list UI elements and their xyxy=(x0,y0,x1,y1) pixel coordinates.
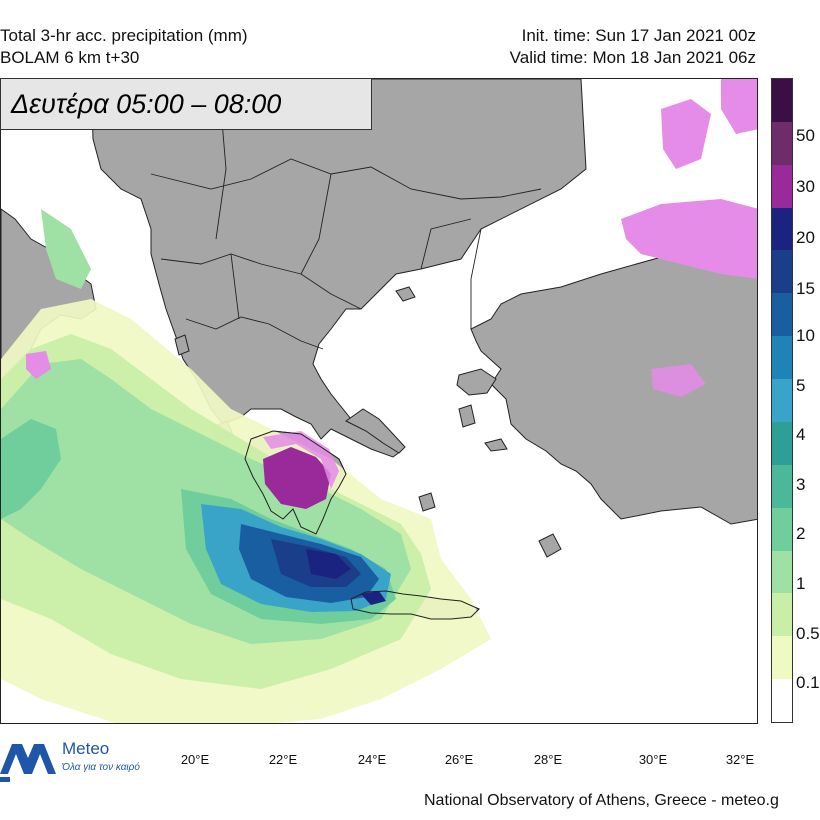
precip-pink-north xyxy=(661,99,711,169)
precipitation-field xyxy=(1,79,757,723)
balkans-land xyxy=(90,79,587,458)
credit-line: National Observatory of Athens, Greece -… xyxy=(424,792,779,809)
colorbar-label: 5 xyxy=(796,376,806,395)
border-line xyxy=(185,316,324,350)
colorbar xyxy=(771,78,793,723)
colorbar-segment xyxy=(772,121,792,166)
precip-peloponnese-pink xyxy=(263,431,339,489)
lesvos-land xyxy=(456,368,497,396)
x-tick-label: 24°E xyxy=(357,752,387,767)
thasos-land xyxy=(395,286,416,302)
samos-land xyxy=(484,438,508,452)
x-tick-label: 30°E xyxy=(638,752,668,767)
coastline-overlay xyxy=(244,430,480,620)
colorbar-segment xyxy=(772,464,792,509)
colorbar-label: 0.1 xyxy=(796,673,820,692)
precip-pink-anatolia xyxy=(651,364,706,397)
model-label: BOLAM 6 km t+30 xyxy=(0,48,140,67)
border-line xyxy=(300,173,332,275)
corfu-land xyxy=(174,334,190,356)
border-line xyxy=(420,218,472,270)
rhodes-land xyxy=(538,533,562,558)
brand-name: Meteo xyxy=(62,739,110,758)
valid-time: Valid time: Mon 18 Jan 2021 06z xyxy=(509,48,756,67)
colorbar-label: 4 xyxy=(796,425,806,444)
coastline xyxy=(244,430,347,535)
colorbar-segment xyxy=(772,636,792,680)
colorbar-label: 3 xyxy=(796,475,806,494)
chios-land xyxy=(458,404,476,428)
precip-pink-italy xyxy=(26,351,51,379)
chart-title: Total 3-hr acc. precipitation (mm) xyxy=(0,26,248,45)
colorbar-segment xyxy=(772,293,792,337)
colorbar-segment xyxy=(772,250,792,294)
colorbar-segment xyxy=(772,550,792,594)
colorbar-segment xyxy=(772,679,792,723)
precip-pink-blacksea xyxy=(621,199,757,279)
colorbar-segment xyxy=(772,593,792,637)
colorbar-label: 50 xyxy=(796,126,815,145)
precip-3-5mm-west xyxy=(1,419,61,519)
precip-30-50mm xyxy=(306,549,351,579)
time-period-label: Δευτέρα 05:00 – 08:00 xyxy=(0,78,372,130)
x-tick-label: 20°E xyxy=(180,752,210,767)
precip-peloponnese-heavy xyxy=(263,447,331,509)
x-tick-label: 26°E xyxy=(444,752,474,767)
evia-land xyxy=(345,408,406,454)
colorbar-label: 2 xyxy=(796,524,806,543)
precip-italy-streak xyxy=(41,209,91,289)
colorbar-segment xyxy=(772,79,792,123)
anatolia-land xyxy=(470,229,757,525)
precip-pink-north-2 xyxy=(721,79,757,134)
colorbar-segment xyxy=(772,207,792,251)
colorbar-segment xyxy=(772,421,792,466)
colorbar-label: 10 xyxy=(796,326,815,345)
colorbar-label: 30 xyxy=(796,177,815,196)
colorbar-segment xyxy=(772,379,792,423)
colorbar-label: 20 xyxy=(796,228,815,247)
border-line xyxy=(230,253,240,320)
precip-crete-core xyxy=(361,591,386,605)
colorbar-label: 0.5 xyxy=(796,624,820,643)
x-tick-label: 32°E xyxy=(725,752,755,767)
init-time: Init. time: Sun 17 Jan 2021 00z xyxy=(521,26,756,45)
border-line xyxy=(470,228,482,329)
colorbar-label: 1 xyxy=(796,574,806,593)
naxos-land xyxy=(418,492,436,512)
precipitation-map xyxy=(0,78,758,724)
colorbar-segment xyxy=(772,336,792,380)
meteo-logo-icon xyxy=(0,744,56,782)
x-tick-label: 22°E xyxy=(268,752,298,767)
colorbar-segment xyxy=(772,164,792,209)
meteo-logo xyxy=(0,740,56,787)
map-svg xyxy=(1,79,757,723)
colorbar-segment xyxy=(772,507,792,552)
colorbar-label: 15 xyxy=(796,279,815,298)
border-line xyxy=(150,158,542,200)
x-tick-label: 28°E xyxy=(533,752,563,767)
brand-slogan: Όλα για τον καιρό xyxy=(62,762,140,773)
coastline xyxy=(350,590,480,620)
border-line xyxy=(160,253,362,310)
